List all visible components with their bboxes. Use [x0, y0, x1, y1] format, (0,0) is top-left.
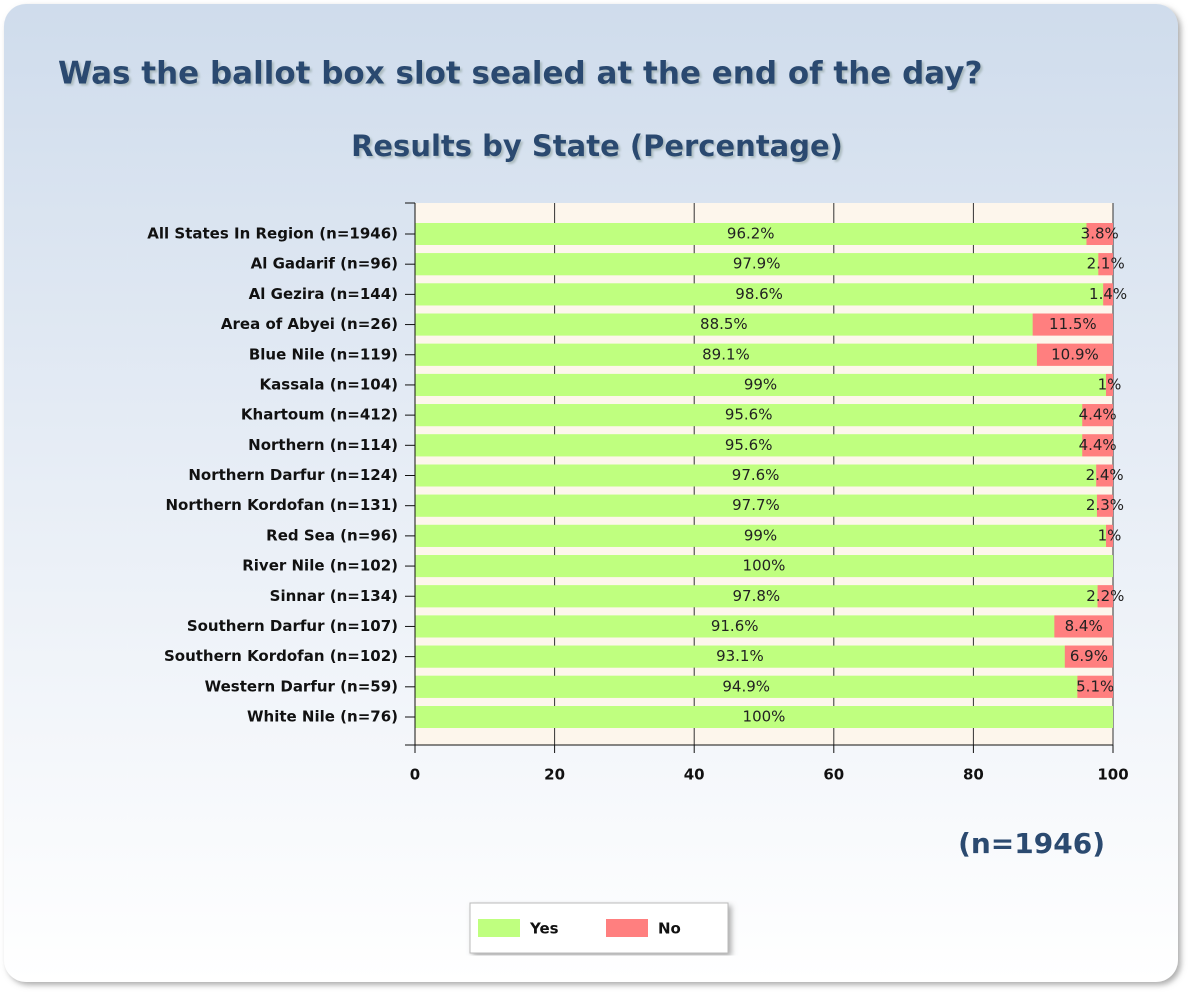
data-label: 6.9%	[1070, 647, 1108, 665]
data-label: 97.7%	[732, 496, 780, 514]
y-tick-label: Blue Nile (n=119)	[249, 345, 398, 363]
bar-segment-overlay	[1096, 494, 1113, 517]
bar-segment-overlay	[1106, 373, 1113, 396]
x-tick-label: 100	[1097, 766, 1128, 784]
bar-segment-overlay	[1032, 313, 1113, 336]
x-tick-label: 0	[410, 766, 420, 784]
chart-title: Was the ballot box slot sealed at the en…	[58, 56, 982, 92]
bar-segment-overlay	[1086, 223, 1113, 245]
data-label: 2.4%	[1086, 466, 1124, 484]
data-label: 88.5%	[700, 315, 748, 333]
y-tick-label: Northern Kordofan (n=131)	[166, 496, 399, 514]
chart-subtitle: Results by State (Percentage)	[351, 129, 843, 163]
bar-segment-overlay	[415, 524, 1107, 547]
y-tick-label: All States In Region (n=1946)	[147, 225, 398, 243]
data-label: 94.9%	[722, 677, 770, 695]
legend-swatch	[478, 919, 520, 937]
bar-segment-overlay	[415, 585, 1098, 608]
bar-segment-overlay	[1082, 404, 1113, 427]
annotation: (n=1946)	[958, 827, 1105, 860]
bar-segment-overlay	[1036, 343, 1113, 366]
y-tick-label: Western Darfur (n=59)	[205, 677, 398, 695]
data-label: 98.6%	[735, 285, 783, 303]
x-tick-label: 60	[823, 766, 844, 784]
y-tick-label: Northern (n=114)	[248, 436, 398, 454]
x-tick-label: 80	[963, 766, 984, 784]
bar-segment-overlay	[415, 555, 1113, 578]
data-label: 4.4%	[1079, 406, 1117, 424]
y-tick-label: River Nile (n=102)	[242, 557, 398, 575]
data-label: 3.8%	[1081, 225, 1119, 243]
data-label: 1%	[1098, 375, 1122, 393]
bar-segment-overlay	[1064, 645, 1113, 668]
data-label: 1.4%	[1089, 285, 1127, 303]
bar-segment-overlay	[415, 464, 1097, 487]
bar-segment-overlay	[1098, 253, 1113, 276]
data-label: 2.3%	[1086, 496, 1124, 514]
bar-segment-overlay	[1054, 615, 1113, 638]
bar-segment-overlay	[1096, 464, 1113, 487]
legend-label: No	[658, 920, 681, 938]
bar-segment-overlay	[1082, 434, 1113, 457]
y-tick-label: Al Gadarif (n=96)	[251, 255, 398, 273]
y-tick-label: Northern Darfur (n=124)	[188, 466, 398, 484]
bar-segment-overlay	[415, 615, 1055, 638]
bar-segment-overlay	[415, 675, 1078, 698]
data-label: 97.9%	[733, 255, 781, 273]
data-label: 97.8%	[732, 587, 780, 605]
data-label: 99%	[744, 526, 777, 544]
data-label: 96.2%	[727, 225, 775, 243]
data-label: 93.1%	[716, 647, 764, 665]
bar-segment-overlay	[415, 223, 1087, 245]
data-label: 97.6%	[732, 466, 780, 484]
bar-segment-overlay	[1097, 585, 1113, 608]
data-label: 8.4%	[1065, 617, 1103, 635]
x-tick-label: 20	[544, 766, 565, 784]
bar-segment-overlay	[1077, 675, 1113, 698]
y-tick-label: White Nile (n=76)	[247, 708, 398, 726]
bar-segment-overlay	[415, 645, 1065, 668]
bar-segment-overlay	[415, 373, 1107, 396]
data-label: 10.9%	[1051, 345, 1099, 363]
bar-segment-overlay	[415, 434, 1083, 457]
bar-segment-overlay	[415, 313, 1033, 336]
data-label: 91.6%	[711, 617, 759, 635]
y-tick-label: Southern Darfur (n=107)	[187, 617, 398, 635]
legend-label: Yes	[529, 920, 559, 938]
data-label: 89.1%	[702, 345, 750, 363]
legend-swatch	[606, 919, 648, 937]
bar-segment-overlay	[415, 404, 1083, 427]
data-label: 100%	[743, 708, 786, 726]
y-tick-label: Red Sea (n=96)	[266, 526, 398, 544]
bar-segment-overlay	[1106, 524, 1113, 547]
y-tick-label: Al Gezira (n=144)	[249, 285, 398, 303]
y-tick-label: Area of Abyei (n=26)	[221, 315, 398, 333]
y-tick-label: Sinnar (n=134)	[270, 587, 398, 605]
data-label: 2.1%	[1087, 255, 1125, 273]
y-tick-label: Southern Kordofan (n=102)	[164, 647, 398, 665]
data-label: 11.5%	[1049, 315, 1097, 333]
y-tick-label: Khartoum (n=412)	[241, 406, 398, 424]
data-label: 95.6%	[725, 436, 773, 454]
bar-segment-overlay	[415, 253, 1099, 276]
data-label: 99%	[744, 375, 777, 393]
data-label: 4.4%	[1079, 436, 1117, 454]
bar-segment-overlay	[415, 494, 1097, 517]
data-label: 5.1%	[1076, 677, 1114, 695]
data-label: 95.6%	[725, 406, 773, 424]
y-tick-label: Kassala (n=104)	[260, 375, 398, 393]
bar-segment-overlay	[1103, 283, 1113, 306]
bar-segment-overlay	[415, 706, 1113, 728]
data-label: 100%	[743, 557, 786, 575]
data-label: 1%	[1098, 526, 1122, 544]
x-tick-label: 40	[684, 766, 705, 784]
data-label: 2.2%	[1086, 587, 1124, 605]
bar-segment-overlay	[415, 283, 1104, 306]
bar-segment-overlay	[415, 343, 1037, 366]
